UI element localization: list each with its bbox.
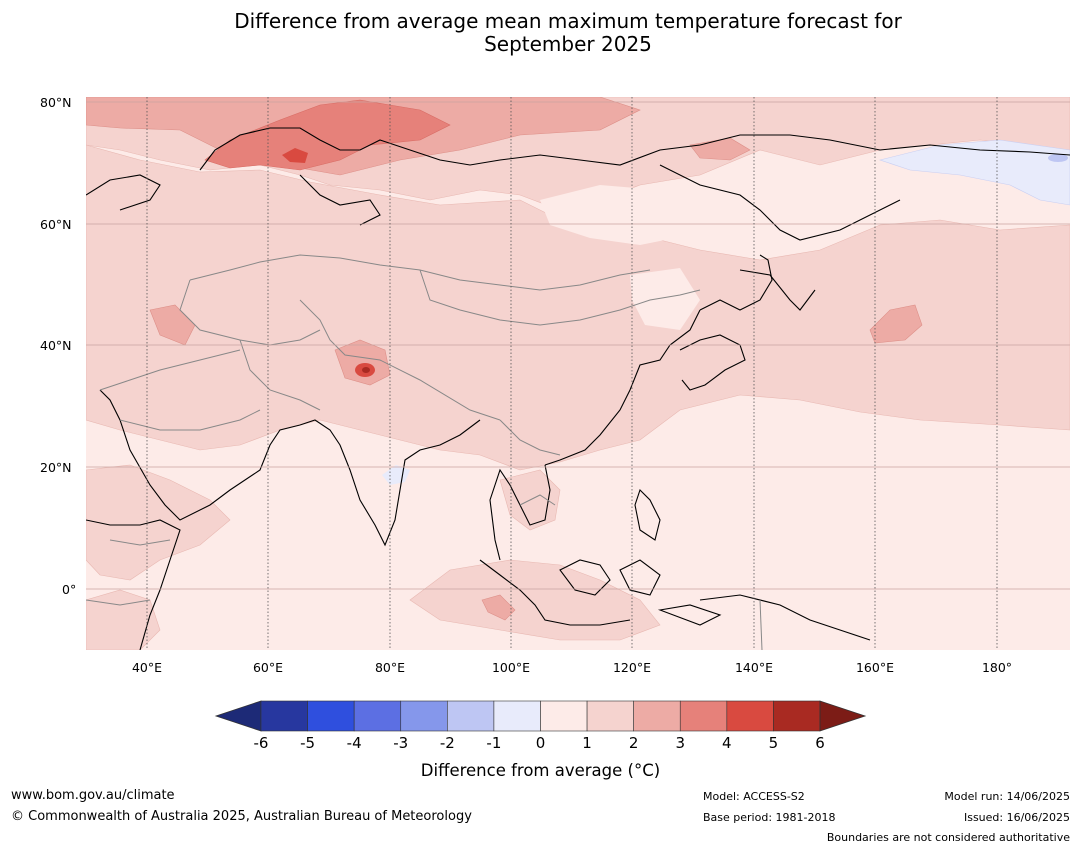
colorbar-tick-label: 3 bbox=[675, 734, 686, 752]
anomaly-band-1-2-indian-ocean bbox=[409, 559, 661, 641]
anomaly-spot-5-6-himalaya bbox=[362, 367, 370, 373]
longitude-gridlines bbox=[146, 97, 998, 650]
title-line-1: Difference from average mean maximum tem… bbox=[234, 9, 902, 33]
colorbar-tick-label: -2 bbox=[439, 734, 455, 752]
colorbar-tick-label: 5 bbox=[768, 734, 779, 752]
colorbar-tick-label: 2 bbox=[628, 734, 639, 752]
title-line-2: September 2025 bbox=[484, 32, 652, 56]
colorbar-under-arrow bbox=[214, 700, 262, 732]
country-borders bbox=[86, 254, 763, 650]
colorbar-cell bbox=[307, 700, 355, 732]
lon-label-80e: 80°E bbox=[374, 660, 406, 675]
anomaly-spot-4-5-finland bbox=[282, 148, 308, 163]
colorbar-over-arrow bbox=[819, 700, 867, 732]
colorbar-cell bbox=[726, 700, 774, 732]
anomaly-pocket-0-1-mongolia bbox=[630, 268, 700, 330]
colorbar-cell bbox=[773, 700, 821, 732]
colorbar-cell bbox=[260, 700, 308, 732]
footer-website: www.bom.gov.au/climate bbox=[11, 788, 175, 803]
colorbar-tick-label: 4 bbox=[722, 734, 732, 752]
colorbar-cell bbox=[493, 700, 541, 732]
anomaly-spot-minus-2-minus-1 bbox=[1048, 154, 1068, 162]
anomaly-patch-2-3-sumatra bbox=[481, 594, 516, 621]
colorbar-label: Difference from average (°C) bbox=[420, 761, 661, 780]
anomaly-band-1-2-arabia bbox=[86, 464, 231, 581]
lon-label-100e: 100°E bbox=[491, 660, 530, 675]
colorbar-tick-label: 6 bbox=[815, 734, 825, 752]
colorbar-cell bbox=[586, 700, 634, 732]
lat-label-80n: 80°N bbox=[40, 95, 72, 110]
colorbar-cell bbox=[353, 700, 402, 732]
footer-disclaimer: Boundaries are not considered authoritat… bbox=[826, 831, 1070, 844]
lat-label-20n: 20°N bbox=[40, 460, 72, 475]
anomaly-band-3-4-scandinavia bbox=[204, 99, 451, 171]
anomaly-pocket-0-1-siberia bbox=[540, 185, 700, 245]
colorbar-cell bbox=[447, 700, 495, 732]
colorbar-tick-label: -4 bbox=[346, 734, 362, 752]
lat-label-60n: 60°N bbox=[40, 217, 72, 232]
latitude-gridlines bbox=[86, 101, 1070, 590]
chart-title: Difference from average mean maximum tem… bbox=[0, 10, 1081, 56]
footer-model: Model: ACCESS-S2 bbox=[703, 790, 805, 803]
lon-label-140e: 140°E bbox=[734, 660, 773, 675]
lon-label-180: 180° bbox=[981, 660, 1013, 675]
lon-label-160e: 160°E bbox=[855, 660, 894, 675]
colorbar-cell bbox=[400, 700, 448, 732]
lat-label-40n: 40°N bbox=[40, 338, 72, 353]
anomaly-band-minus-1-0-chukotka bbox=[878, 139, 1070, 206]
colorbar-tick-label: 0 bbox=[535, 734, 546, 752]
lat-label-equator: 0° bbox=[62, 582, 77, 597]
colorbar-tick-label: -1 bbox=[486, 734, 502, 752]
footer-copyright: © Commonwealth of Australia 2025, Austra… bbox=[11, 809, 472, 824]
lon-label-60e: 60°E bbox=[252, 660, 284, 675]
colorbar-cell bbox=[633, 700, 681, 732]
forecast-map bbox=[86, 97, 1070, 650]
anomaly-band-1-2-somalia bbox=[86, 589, 161, 650]
colorbar-tick-label: -6 bbox=[253, 734, 269, 752]
colorbar-tick-label: -3 bbox=[393, 734, 409, 752]
colorbar-cell bbox=[540, 700, 588, 732]
colorbar-cell bbox=[679, 700, 728, 732]
colorbar-tick-label: -5 bbox=[300, 734, 316, 752]
footer-issued: Issued: 16/06/2025 bbox=[963, 811, 1070, 824]
footer-base-period: Base period: 1981-2018 bbox=[703, 811, 836, 824]
footer-model-run: Model run: 14/06/2025 bbox=[944, 790, 1070, 803]
anomaly-patch-2-3-caspian bbox=[149, 304, 196, 346]
colorbar-tick-label: 1 bbox=[582, 734, 592, 752]
lon-label-120e: 120°E bbox=[612, 660, 651, 675]
lon-label-40e: 40°E bbox=[131, 660, 163, 675]
